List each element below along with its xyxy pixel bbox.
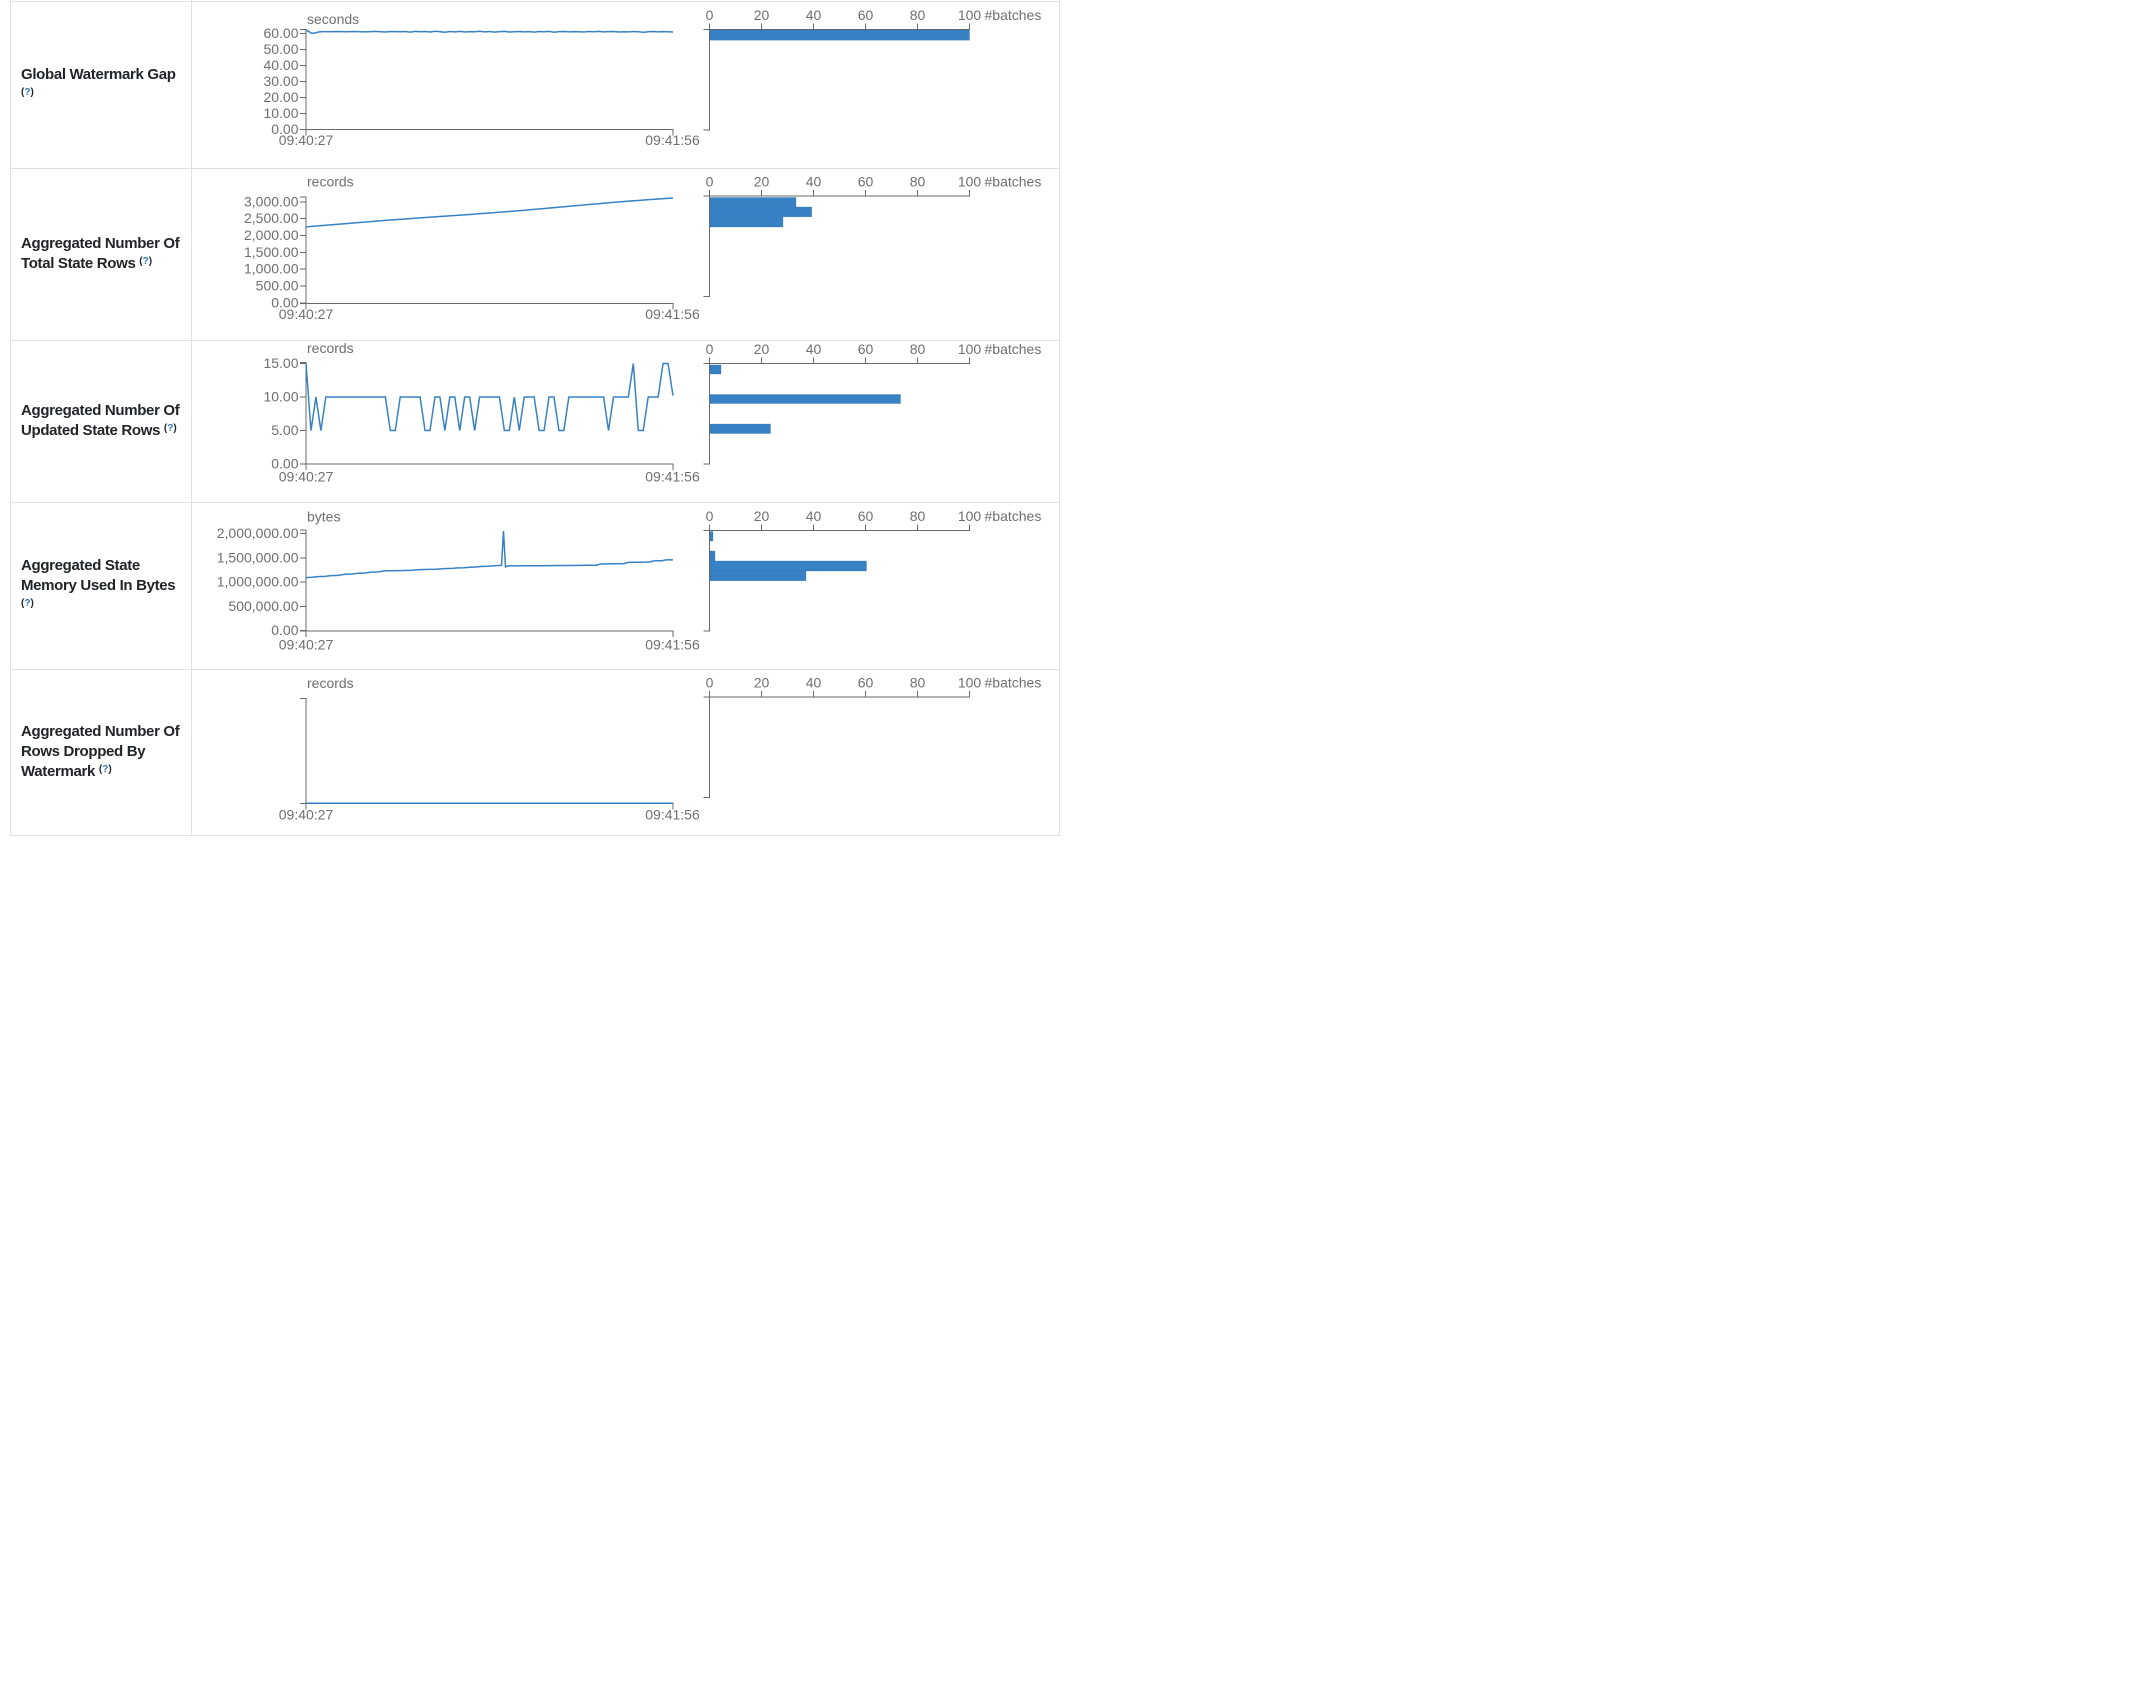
svg-text:60: 60 [858, 508, 874, 524]
svg-text:100: 100 [958, 7, 982, 23]
svg-text:30.00: 30.00 [263, 73, 298, 89]
svg-text:09:41:56: 09:41:56 [645, 637, 700, 653]
svg-text:09:41:56: 09:41:56 [645, 306, 700, 322]
svg-text:09:40:27: 09:40:27 [279, 469, 334, 485]
svg-text:09:40:27: 09:40:27 [279, 306, 334, 322]
svg-text:0: 0 [706, 508, 714, 524]
svg-text:09:41:56: 09:41:56 [645, 132, 700, 148]
svg-text:1,500,000.00: 1,500,000.00 [217, 549, 299, 565]
svg-text:0: 0 [706, 675, 714, 691]
svg-text:15.00: 15.00 [263, 355, 298, 371]
svg-text:80: 80 [910, 7, 926, 23]
svg-text:bytes: bytes [307, 509, 340, 525]
svg-text:#batches: #batches [985, 508, 1042, 524]
svg-text:20: 20 [754, 508, 770, 524]
svg-text:60: 60 [858, 174, 874, 190]
svg-text:40: 40 [806, 174, 822, 190]
svg-text:50.00: 50.00 [263, 41, 298, 57]
svg-text:3,000.00: 3,000.00 [244, 193, 299, 209]
svg-text:0: 0 [706, 7, 714, 23]
svg-text:1,000,000.00: 1,000,000.00 [217, 573, 299, 589]
svg-text:09:41:56: 09:41:56 [645, 469, 700, 485]
svg-text:0.00: 0.00 [271, 455, 298, 471]
svg-text:10.00: 10.00 [263, 388, 298, 404]
svg-text:5.00: 5.00 [271, 422, 298, 438]
svg-text:1,000.00: 1,000.00 [244, 261, 299, 277]
svg-text:20: 20 [754, 341, 770, 357]
svg-text:40: 40 [806, 508, 822, 524]
svg-text:0: 0 [706, 341, 714, 357]
svg-text:60: 60 [858, 341, 874, 357]
svg-text:40: 40 [806, 341, 822, 357]
svg-text:20.00: 20.00 [263, 89, 298, 105]
svg-text:40: 40 [806, 675, 822, 691]
svg-text:09:40:27: 09:40:27 [279, 132, 334, 148]
svg-text:2,500.00: 2,500.00 [244, 210, 299, 226]
svg-text:records: records [307, 675, 354, 691]
svg-text:100: 100 [958, 174, 982, 190]
svg-text:seconds: seconds [307, 11, 359, 27]
svg-text:09:40:27: 09:40:27 [279, 807, 334, 823]
svg-text:2,000.00: 2,000.00 [244, 227, 299, 243]
svg-text:20: 20 [754, 7, 770, 23]
svg-text:80: 80 [910, 508, 926, 524]
svg-text:records: records [307, 174, 354, 190]
svg-text:records: records [307, 340, 354, 356]
svg-text:09:40:27: 09:40:27 [279, 637, 334, 653]
svg-text:2,000,000.00: 2,000,000.00 [217, 525, 299, 541]
svg-text:#batches: #batches [985, 341, 1042, 357]
svg-text:100: 100 [958, 341, 982, 357]
svg-text:100: 100 [958, 508, 982, 524]
svg-text:500,000.00: 500,000.00 [228, 598, 298, 614]
svg-text:0.00: 0.00 [271, 622, 298, 638]
svg-text:#batches: #batches [985, 174, 1042, 190]
svg-text:0.00: 0.00 [271, 121, 298, 137]
svg-text:80: 80 [910, 341, 926, 357]
svg-text:40: 40 [806, 7, 822, 23]
svg-text:80: 80 [910, 174, 926, 190]
svg-text:500.00: 500.00 [256, 278, 299, 294]
svg-text:09:41:56: 09:41:56 [645, 807, 700, 823]
svg-text:#batches: #batches [985, 7, 1042, 23]
svg-text:#batches: #batches [985, 675, 1042, 691]
svg-text:0: 0 [706, 174, 714, 190]
svg-text:80: 80 [910, 675, 926, 691]
svg-text:100: 100 [958, 675, 982, 691]
svg-text:10.00: 10.00 [263, 105, 298, 121]
svg-text:20: 20 [754, 174, 770, 190]
svg-text:20: 20 [754, 675, 770, 691]
svg-text:60.00: 60.00 [263, 25, 298, 41]
svg-text:60: 60 [858, 7, 874, 23]
svg-text:40.00: 40.00 [263, 57, 298, 73]
svg-text:0.00: 0.00 [271, 294, 298, 310]
svg-text:1,500.00: 1,500.00 [244, 244, 299, 260]
svg-text:60: 60 [858, 675, 874, 691]
